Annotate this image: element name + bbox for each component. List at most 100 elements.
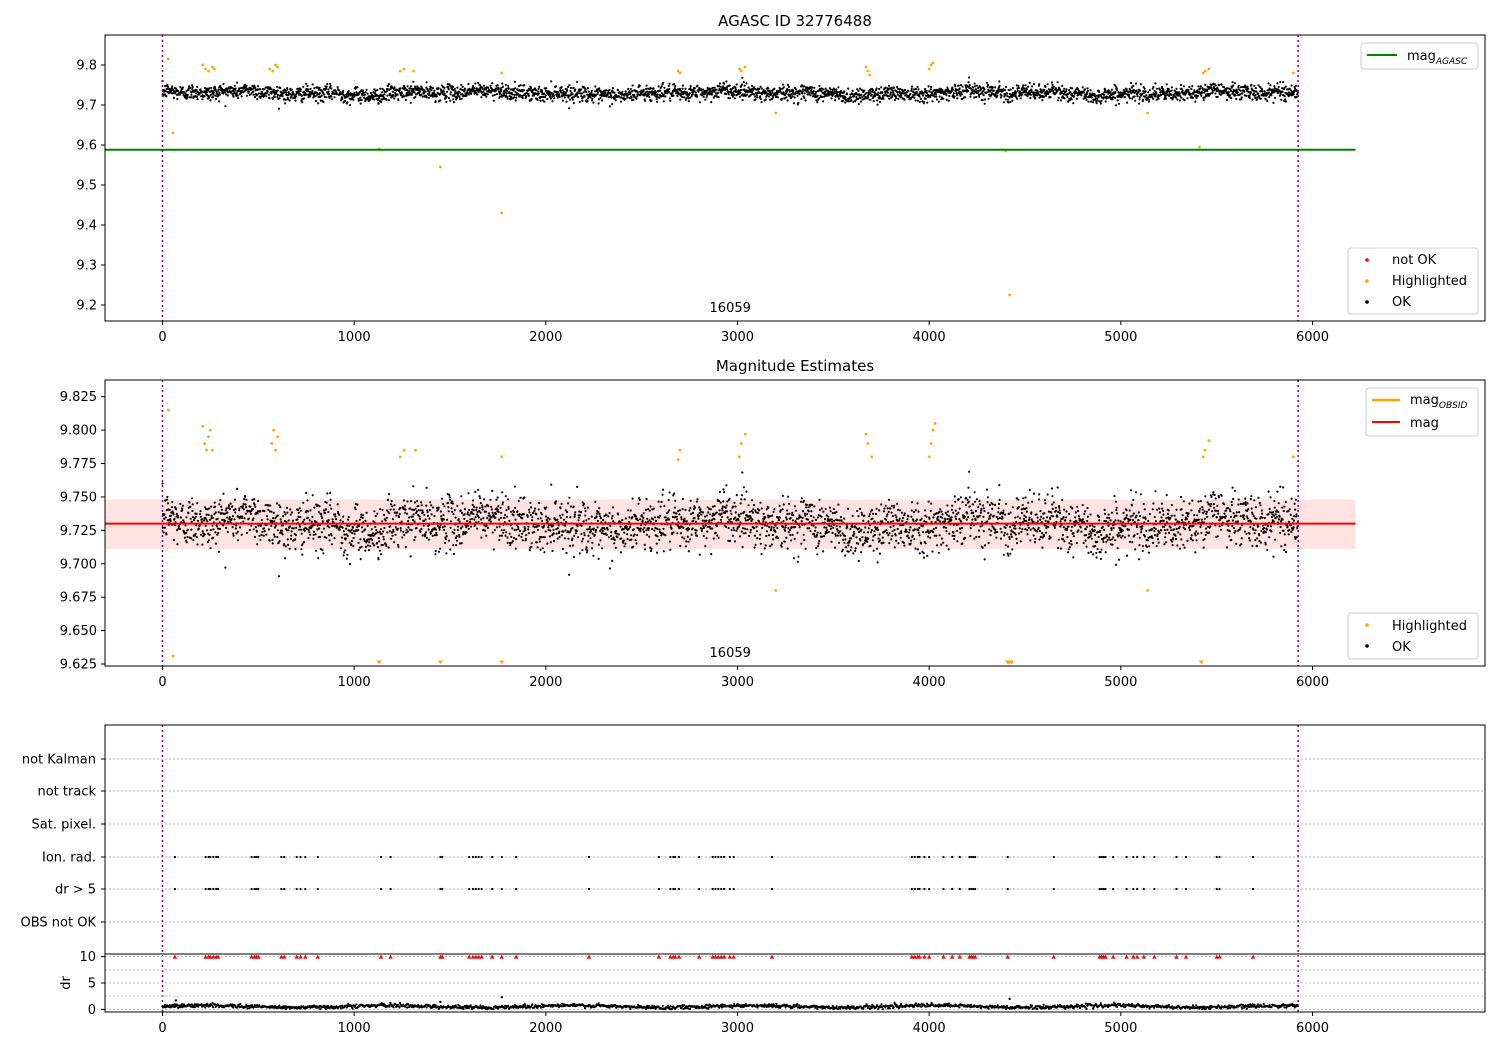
dr-gt5-flag-point [717, 887, 720, 891]
dr-limit-marker [315, 954, 320, 959]
dr-limit-marker [298, 954, 303, 959]
dr-limit-marker [656, 954, 662, 959]
ion-rad-flag-point [468, 855, 471, 859]
dr-gt5-flag-point [257, 887, 260, 891]
ion-rad-flag-point [587, 855, 591, 859]
dr-limit-marker [1214, 954, 1219, 959]
dr-gt5-flag-point [204, 887, 207, 891]
ok-points [161, 76, 1299, 110]
ion-rad-flag-point [173, 855, 177, 859]
dr-limit-marker [716, 954, 721, 959]
lower-limit-marker [376, 660, 382, 665]
agasc-legend-bottom: not OK Highlighted OK [1347, 247, 1479, 315]
highlighted-point [212, 67, 216, 71]
x-tick-label: 4000 [913, 330, 946, 345]
x-tick-label: 5000 [1104, 330, 1137, 345]
highlighted-point [270, 442, 274, 445]
y-tick-label: 9.8 [76, 59, 97, 74]
highlighted-point [1203, 448, 1207, 452]
dr-gt5-flag-point [1102, 887, 1105, 891]
legend-swatch-ok [1365, 644, 1369, 648]
highlighted-point [868, 73, 872, 77]
dr-limit-marker [957, 954, 963, 959]
highlighted-point [500, 455, 504, 459]
dr-gt5-flag-point [974, 887, 977, 891]
highlighted-point [207, 435, 210, 439]
dr-gt5-flag-point [1125, 887, 1128, 891]
highlighted-point [201, 63, 205, 67]
dr-spike-point [1008, 997, 1011, 1001]
y-tick-label: 9.5 [76, 179, 97, 194]
highlighted-point [402, 448, 406, 452]
ion-rad-flag-point [923, 855, 926, 859]
dr-spike-point [439, 1000, 442, 1004]
ion-rad-flag-point [283, 855, 286, 859]
y-tick-label: 9.825 [60, 390, 97, 405]
legend-label-ok: OK [1392, 640, 1411, 655]
dr-limit-marker [710, 954, 715, 959]
dr-y-tick-label: 5 [88, 977, 96, 992]
highlighted-point [276, 65, 279, 69]
dr-gt5-flag-point [474, 887, 477, 891]
highlighted-point [203, 442, 207, 445]
x-tick-label: 1000 [338, 330, 371, 345]
dr-limit-marker [489, 954, 495, 959]
highlighted-point [927, 67, 931, 71]
flag-row-label: dr > 5 [55, 883, 96, 898]
ion-rad-flag-point [474, 855, 477, 859]
y-tick-label: 9.750 [60, 490, 97, 505]
ion-rad-flag-point [1006, 855, 1009, 859]
ion-rad-flag-point [441, 855, 444, 859]
ion-rad-flag-point [280, 855, 283, 859]
dr-limit-marker [949, 954, 955, 959]
ion-rad-flag-point [1125, 855, 1128, 859]
dr-gt5-flag-point [212, 887, 215, 891]
dr-gt5-flag-point [250, 887, 253, 891]
ion-rad-flag-point [204, 855, 207, 859]
ion-rad-flag-point [257, 855, 260, 859]
highlighted-point [929, 442, 933, 445]
ion-rad-flag-point [295, 855, 298, 859]
dr-limit-marker [479, 954, 484, 959]
x-tick-label: 0 [158, 675, 166, 690]
dr-gt5-flag-point [255, 887, 258, 891]
dr-panel: 0 5 10 0 1000 2000 3000 4000 5000 6000 dr [59, 950, 1486, 1036]
ion-rad-flag-point [491, 855, 494, 859]
flags-gridlines [105, 725, 1485, 1012]
dr-limit-marker [282, 954, 287, 959]
dr-gt5-flag-point [958, 887, 961, 891]
dr-gt5-flag-point [471, 887, 475, 891]
dr-gt5-flag-point [928, 887, 931, 891]
dr-limit-marker [917, 954, 922, 959]
dr-gridlines [105, 956, 1485, 1010]
dr-gt5-flag-point [587, 887, 591, 891]
ion-rad-flag-point [477, 855, 480, 859]
highlighted-point [1203, 69, 1207, 73]
y-tick-label: 9.675 [60, 591, 97, 606]
flag-row-label: not track [37, 785, 96, 800]
highlighted-point [271, 69, 275, 73]
dr-gt5-flag-point [253, 887, 256, 891]
dr-gt5-flag-point [1104, 887, 1107, 891]
highlighted-point [774, 589, 778, 592]
highlighted-point [864, 432, 868, 436]
dr-axis-label: dr [59, 976, 74, 990]
dr-limit-marker [731, 954, 736, 959]
ion-rad-flag-point [1142, 855, 1145, 859]
ion-rad-flag-point [918, 855, 921, 859]
dr-x-tick-label: 5000 [1104, 1021, 1137, 1036]
lower-limit-marker [1198, 660, 1204, 665]
dr-points [161, 1001, 1299, 1011]
highlighted-point [739, 69, 743, 73]
highlighted-point [1198, 145, 1201, 149]
x-tick-label: 5000 [1104, 675, 1137, 690]
dr-limit-marker [727, 954, 733, 959]
dr-gt5-flag-point [295, 887, 298, 891]
highlighted-point [1008, 293, 1012, 297]
magnitude-legend-top: magOBSID mag [1365, 387, 1479, 437]
highlighted-point [210, 448, 214, 452]
ion-rad-flag-point [770, 855, 774, 859]
dr-limit-marker [172, 954, 178, 959]
highlighted-point [201, 424, 205, 428]
